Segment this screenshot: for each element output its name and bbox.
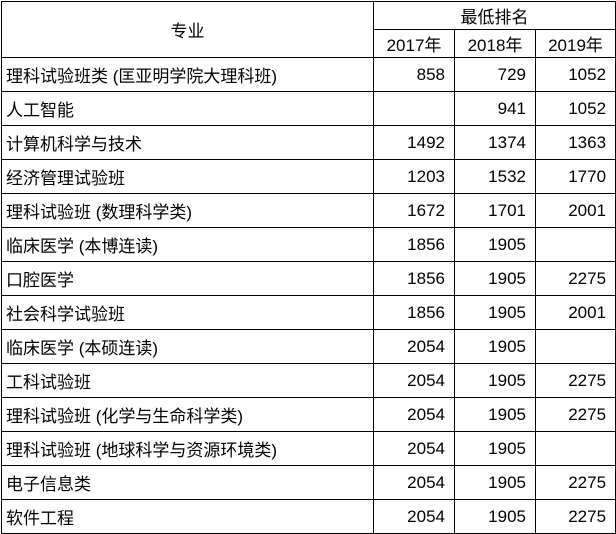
major-cell: 理科试验班 (化学与生命科学类) xyxy=(1,397,374,432)
rank-2018-cell: 1905 xyxy=(454,261,536,296)
rank-2017-cell: 2054 xyxy=(373,431,455,466)
rank-2019-cell: 1363 xyxy=(534,125,616,160)
table-row: 计算机科学与技术 1492 1374 1363 xyxy=(1,125,616,160)
rank-2019-cell xyxy=(534,431,616,466)
table-row: 理科试验班类 (匡亚明学院大理科班) 858 729 1052 xyxy=(1,57,616,92)
rank-2018-cell: 941 xyxy=(454,91,536,126)
year-2018-header: 2018年 xyxy=(454,29,536,58)
rank-2017-cell: 1203 xyxy=(373,159,455,194)
major-cell: 理科试验班 (数理科学类) xyxy=(1,193,374,228)
rank-2017-cell: 1856 xyxy=(373,261,455,296)
rank-2018-cell: 1905 xyxy=(454,499,536,534)
rank-2017-cell: 2054 xyxy=(373,397,455,432)
header-row-top: 专业 最低排名 xyxy=(1,1,616,58)
major-cell: 临床医学 (本博连读) xyxy=(1,227,374,262)
rank-2017-cell xyxy=(373,91,455,126)
major-cell: 口腔医学 xyxy=(1,261,374,296)
rank-2018-cell: 1905 xyxy=(454,329,536,364)
table-row: 社会科学试验班 1856 1905 2001 xyxy=(1,295,616,330)
rank-2019-cell: 2275 xyxy=(534,465,616,500)
rank-2017-cell: 1856 xyxy=(373,295,455,330)
table-row: 人工智能 941 1052 xyxy=(1,91,616,126)
rank-2019-cell: 2275 xyxy=(534,363,616,398)
year-2019-header: 2019年 xyxy=(534,29,616,58)
rank-2018-cell: 1374 xyxy=(454,125,536,160)
rank-2017-cell: 1856 xyxy=(373,227,455,262)
rank-2018-cell: 1701 xyxy=(454,193,536,228)
rank-2017-cell: 1672 xyxy=(373,193,455,228)
rank-2017-cell: 1492 xyxy=(373,125,455,160)
major-column-header: 专业 xyxy=(1,1,374,58)
major-cell: 经济管理试验班 xyxy=(1,159,374,194)
rank-2018-cell: 1905 xyxy=(454,465,536,500)
rank-2019-cell: 2275 xyxy=(534,499,616,534)
major-cell: 理科试验班 (地球科学与资源环境类) xyxy=(1,431,374,466)
table-row: 口腔医学 1856 1905 2275 xyxy=(1,261,616,296)
major-cell: 工科试验班 xyxy=(1,363,374,398)
major-cell: 计算机科学与技术 xyxy=(1,125,374,160)
major-cell: 软件工程 xyxy=(1,499,374,534)
table-row: 理科试验班 (化学与生命科学类) 2054 1905 2275 xyxy=(1,397,616,432)
table-row: 工科试验班 2054 1905 2275 xyxy=(1,363,616,398)
rank-2017-cell: 858 xyxy=(373,57,455,92)
table-row: 临床医学 (本博连读) 1856 1905 xyxy=(1,227,616,262)
rank-2018-cell: 1905 xyxy=(454,227,536,262)
rank-2017-cell: 2054 xyxy=(373,329,455,364)
rank-2019-cell: 2275 xyxy=(534,397,616,432)
rank-2018-cell: 1905 xyxy=(454,363,536,398)
rank-2017-cell: 2054 xyxy=(373,465,455,500)
major-cell: 社会科学试验班 xyxy=(1,295,374,330)
table-row: 电子信息类 2054 1905 2275 xyxy=(1,465,616,500)
table-row: 理科试验班 (数理科学类) 1672 1701 2001 xyxy=(1,193,616,228)
rank-2019-cell: 1052 xyxy=(534,57,616,92)
year-2017-header: 2017年 xyxy=(373,29,455,58)
rank-2017-cell: 2054 xyxy=(373,499,455,534)
major-cell: 临床医学 (本硕连读) xyxy=(1,329,374,364)
table-row: 经济管理试验班 1203 1532 1770 xyxy=(1,159,616,194)
rank-2018-cell: 1905 xyxy=(454,295,536,330)
major-cell: 电子信息类 xyxy=(1,465,374,500)
table-row: 临床医学 (本硕连读) 2054 1905 xyxy=(1,329,616,364)
rank-2019-cell: 2001 xyxy=(534,193,616,228)
rank-2019-cell: 1770 xyxy=(534,159,616,194)
rank-2019-cell xyxy=(534,227,616,262)
rank-2019-cell: 2275 xyxy=(534,261,616,296)
rank-2018-cell: 1905 xyxy=(454,431,536,466)
major-cell: 理科试验班类 (匡亚明学院大理科班) xyxy=(1,57,374,92)
rank-2018-cell: 1905 xyxy=(454,397,536,432)
rank-2017-cell: 2054 xyxy=(373,363,455,398)
rank-2019-cell xyxy=(534,329,616,364)
rank-2018-cell: 729 xyxy=(454,57,536,92)
rank-2019-cell: 1052 xyxy=(534,91,616,126)
major-cell: 人工智能 xyxy=(1,91,374,126)
header-row-years: 2017年 2018年 2019年 xyxy=(2,29,616,58)
rank-2019-cell: 2001 xyxy=(534,295,616,330)
table-row: 软件工程 2054 1905 2275 xyxy=(1,499,616,534)
rank-2018-cell: 1532 xyxy=(454,159,536,194)
table-row: 理科试验班 (地球科学与资源环境类) 2054 1905 xyxy=(1,431,616,466)
lowest-rank-group-header: 最低排名 xyxy=(372,1,616,30)
